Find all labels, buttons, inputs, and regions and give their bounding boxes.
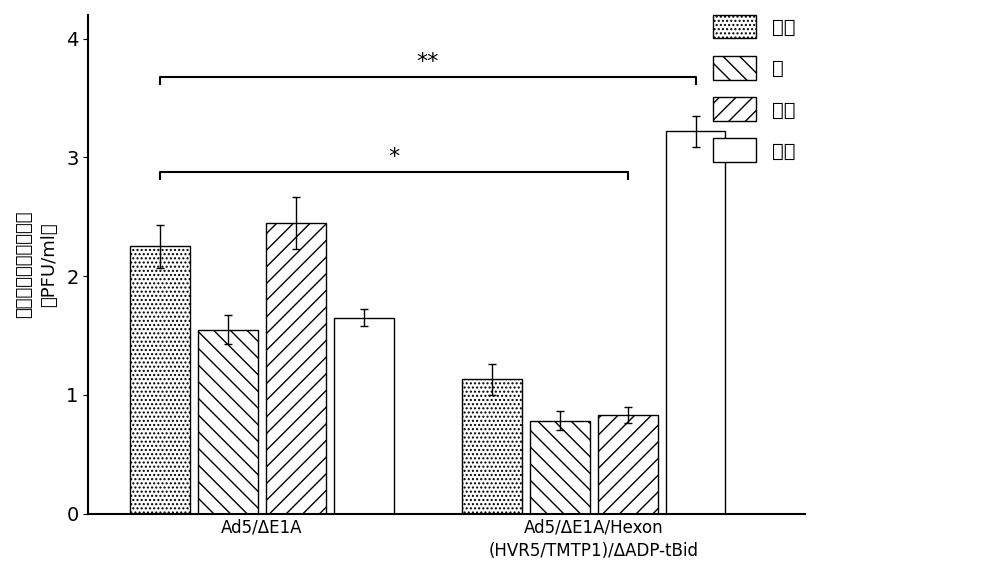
Bar	[462, 380, 522, 513]
Bar	[666, 131, 725, 513]
Text: **: **	[417, 52, 439, 72]
Text: *: *	[388, 147, 400, 167]
Bar	[198, 329, 258, 513]
Y-axis label: 各个组织中腺病毒含量
（PFU/ml）: 各个组织中腺病毒含量 （PFU/ml）	[15, 210, 58, 318]
Bar	[598, 415, 658, 513]
Bar	[266, 223, 326, 513]
Bar	[530, 421, 590, 513]
Bar	[130, 247, 190, 513]
Legend: 肝脏, 肌, 脾脏, 肃瘾: 肝脏, 肌, 脾脏, 肃瘾	[713, 15, 795, 162]
Bar	[334, 317, 394, 513]
